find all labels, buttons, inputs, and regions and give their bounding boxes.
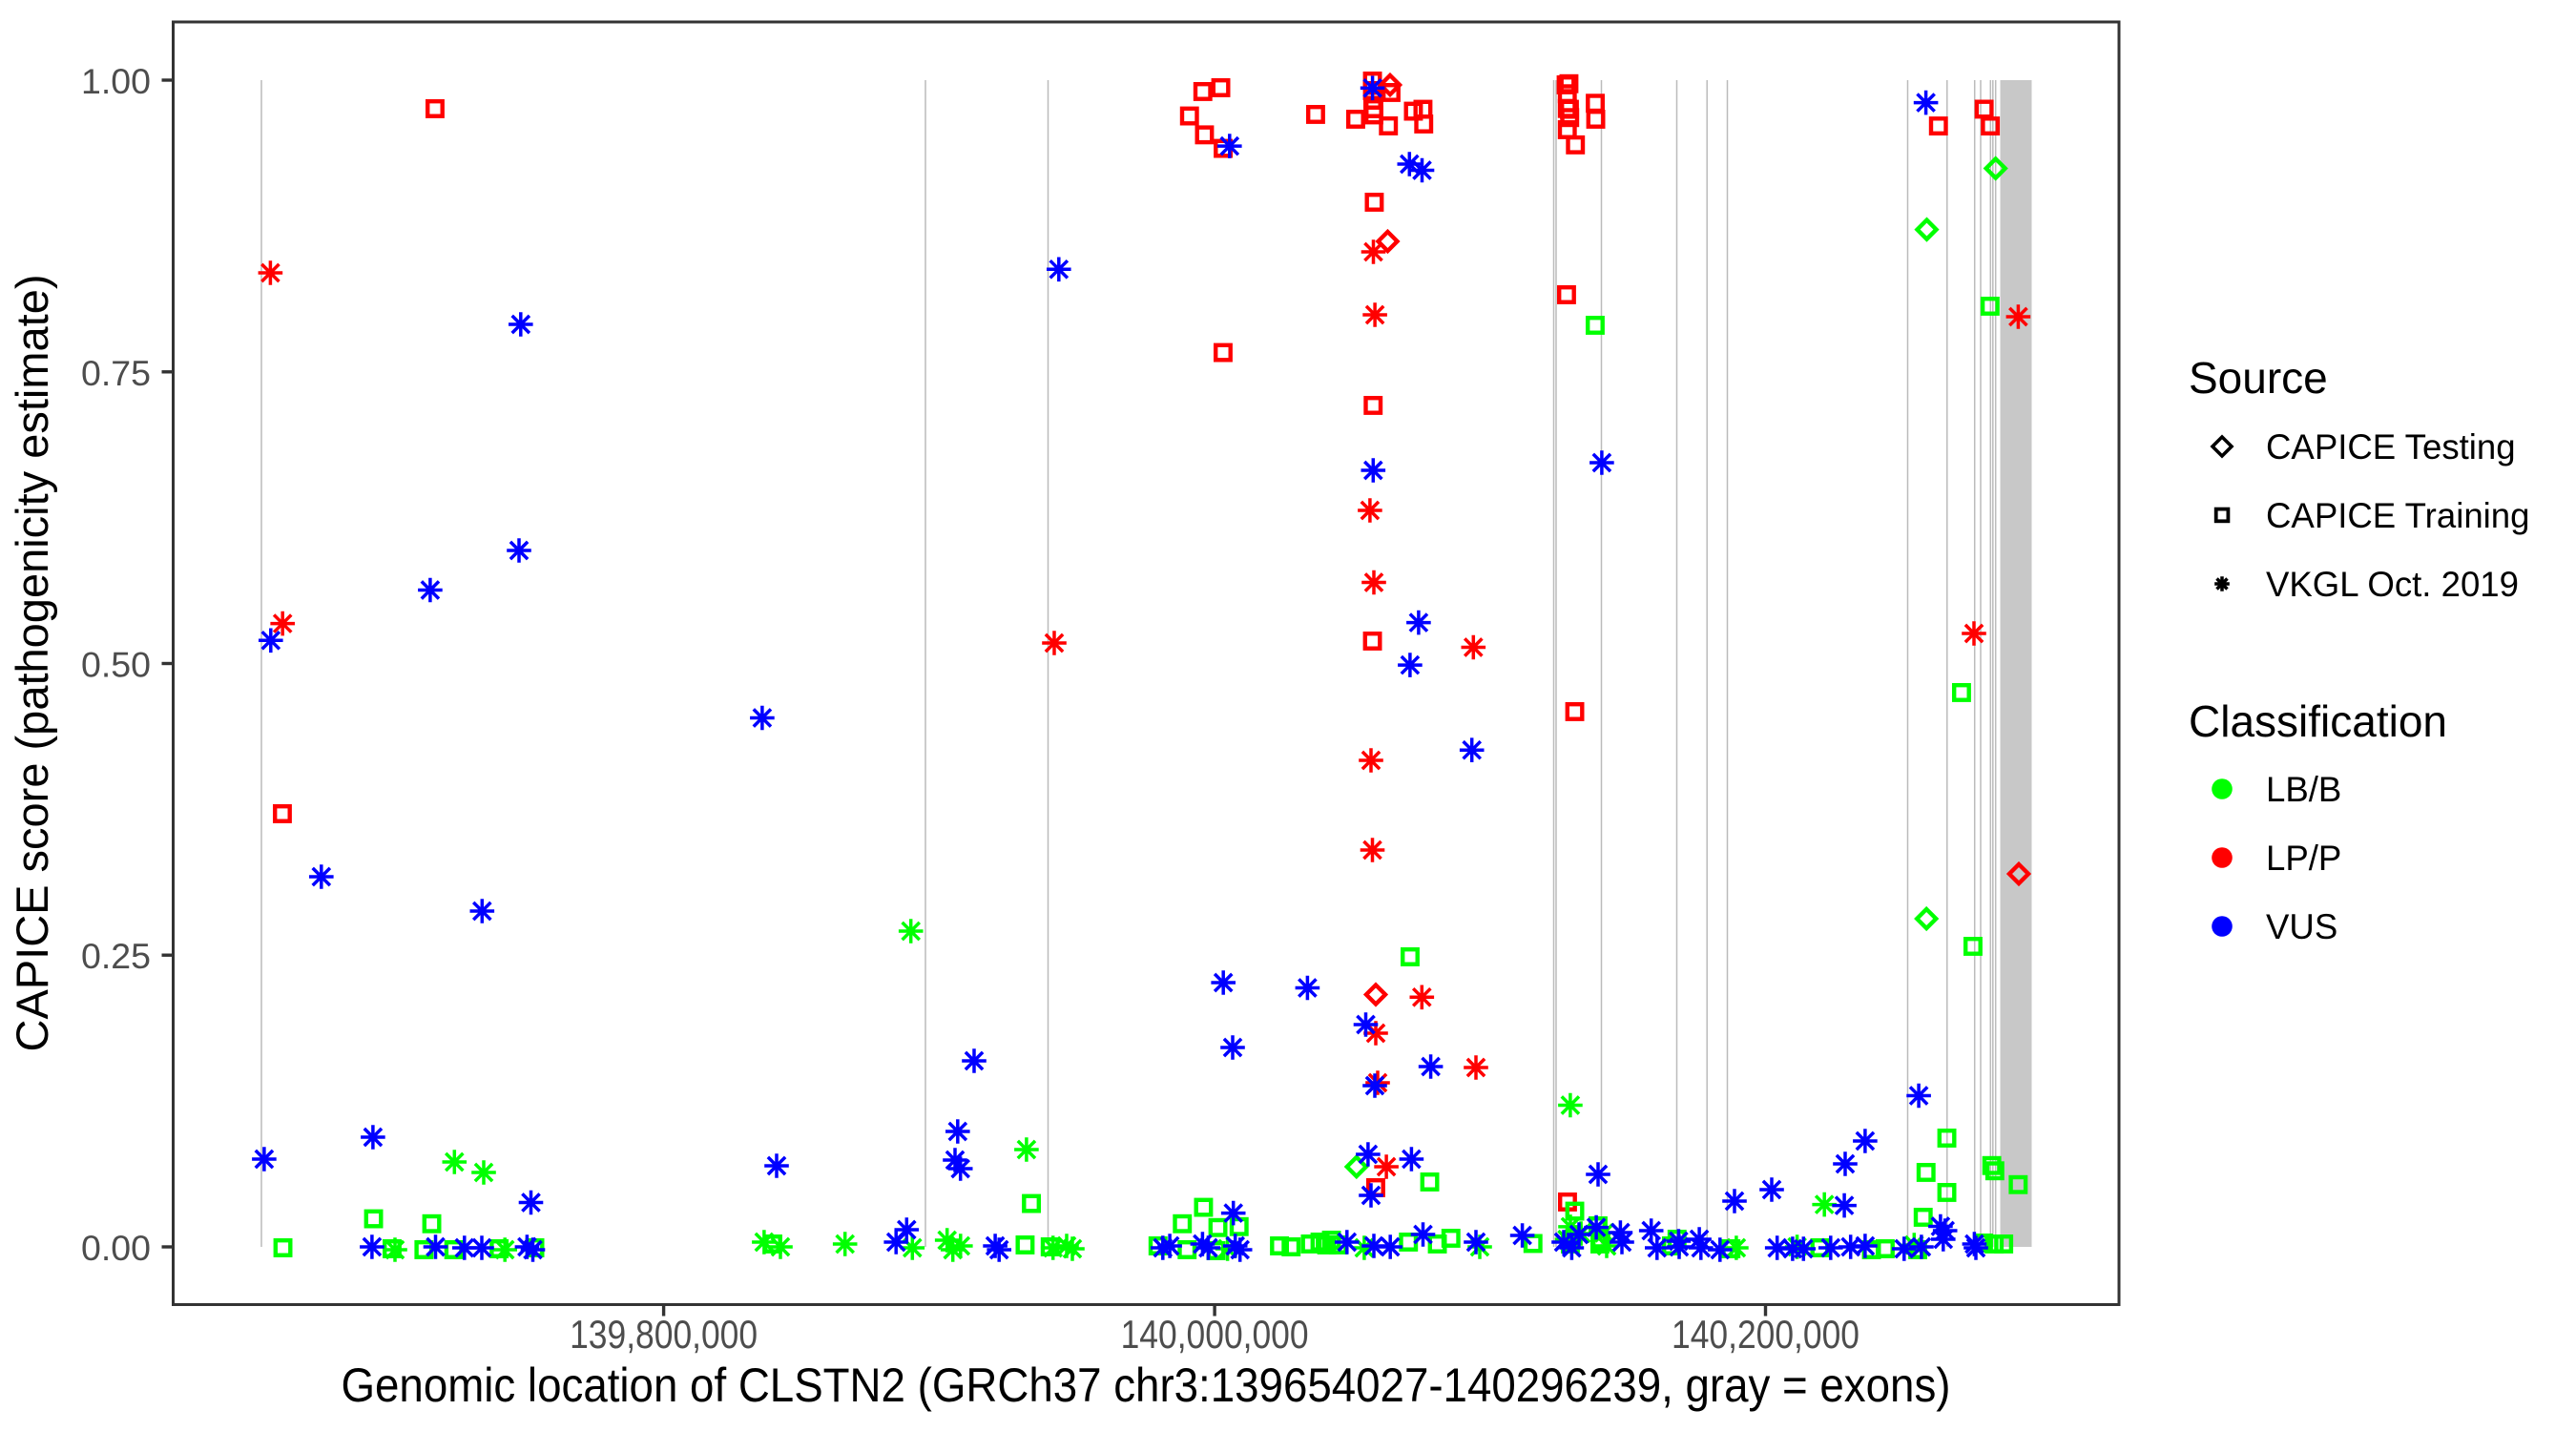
svg-text:CAPICE score (pathogenicity es: CAPICE score (pathogenicity estimate) [7,275,57,1052]
svg-text:Classification: Classification [2189,696,2447,746]
svg-text:VUS: VUS [2266,907,2337,946]
svg-text:0.50: 0.50 [81,645,151,685]
svg-text:VKGL Oct. 2019: VKGL Oct. 2019 [2266,565,2519,604]
svg-text:0.75: 0.75 [81,353,151,393]
svg-text:1.00: 1.00 [81,61,151,101]
svg-text:0.00: 0.00 [81,1228,151,1268]
svg-text:LB/B: LB/B [2266,770,2341,809]
svg-text:139,800,000: 139,800,000 [570,1312,758,1357]
svg-text:Source: Source [2189,353,2328,403]
svg-text:140,000,000: 140,000,000 [1121,1312,1309,1357]
svg-text:CAPICE Testing: CAPICE Testing [2266,427,2516,467]
svg-text:0.25: 0.25 [81,936,151,976]
svg-text:CAPICE Training: CAPICE Training [2266,496,2529,535]
svg-text:140,200,000: 140,200,000 [1672,1312,1859,1357]
svg-text:LP/P: LP/P [2266,839,2341,878]
svg-text:Genomic location of CLSTN2 (GR: Genomic location of CLSTN2 (GRCh37 chr3:… [342,1358,1951,1412]
